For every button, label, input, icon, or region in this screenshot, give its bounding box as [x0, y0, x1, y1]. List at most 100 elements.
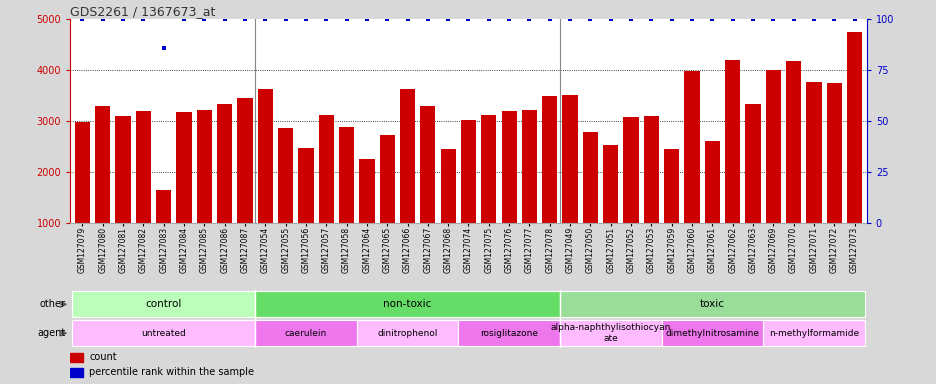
Bar [70, 368, 82, 377]
Point [440, 16, 455, 22]
Bar [622, 117, 638, 273]
Bar [762, 320, 864, 346]
Text: caerulein: caerulein [285, 329, 327, 338]
Point [724, 16, 739, 22]
Point [318, 16, 333, 22]
Bar [197, 110, 212, 273]
Bar [661, 320, 762, 346]
Bar [501, 111, 516, 273]
Text: GDS2261 / 1367673_at: GDS2261 / 1367673_at [70, 5, 215, 18]
Bar [255, 291, 560, 317]
Bar [237, 98, 253, 273]
Text: count: count [89, 352, 117, 362]
Text: control: control [145, 299, 182, 310]
Point [521, 16, 536, 22]
Point [217, 16, 232, 22]
Point [785, 16, 800, 22]
Point [745, 16, 760, 22]
Text: other: other [39, 299, 66, 310]
Bar [278, 127, 293, 273]
Text: n-methylformamide: n-methylformamide [768, 329, 858, 338]
Point [115, 16, 130, 22]
Bar [560, 320, 661, 346]
Bar [846, 32, 861, 273]
Bar [357, 320, 458, 346]
Bar [70, 353, 82, 362]
Point [704, 16, 719, 22]
Point [501, 16, 516, 22]
Point [176, 16, 191, 22]
Bar [805, 82, 821, 273]
Bar [765, 70, 780, 273]
Bar [257, 89, 272, 273]
Bar [339, 127, 354, 273]
Bar [481, 115, 496, 273]
Point [75, 16, 90, 22]
Bar [562, 94, 578, 273]
Bar [318, 115, 333, 273]
Point [603, 16, 618, 22]
Point [339, 16, 354, 22]
Bar [744, 104, 760, 273]
Bar [560, 291, 864, 317]
Point [156, 45, 171, 51]
Point [826, 16, 841, 22]
Text: dimethylnitrosamine: dimethylnitrosamine [665, 329, 758, 338]
Point [582, 16, 597, 22]
Point [237, 16, 252, 22]
Point [643, 16, 658, 22]
Point [846, 16, 861, 22]
Text: alpha-naphthylisothiocyan
ate: alpha-naphthylisothiocyan ate [550, 323, 670, 343]
Text: percentile rank within the sample: percentile rank within the sample [89, 367, 254, 377]
Bar [298, 148, 314, 273]
Bar [420, 106, 435, 273]
Bar [683, 71, 699, 273]
Bar [136, 111, 151, 273]
Bar [115, 116, 131, 273]
Bar [255, 320, 357, 346]
Bar [542, 96, 557, 273]
Bar [217, 104, 232, 273]
Point [684, 16, 699, 22]
Bar [458, 320, 560, 346]
Bar [826, 83, 841, 273]
Point [299, 16, 314, 22]
Point [400, 16, 415, 22]
Text: rosiglitazone: rosiglitazone [479, 329, 537, 338]
Bar [461, 120, 475, 273]
Point [278, 16, 293, 22]
Bar [603, 145, 618, 273]
Point [664, 16, 679, 22]
Bar [664, 149, 679, 273]
Point [806, 16, 821, 22]
Bar [724, 60, 739, 273]
Bar [72, 291, 255, 317]
Bar [521, 110, 536, 273]
Point [197, 16, 212, 22]
Bar [358, 159, 374, 273]
Text: non-toxic: non-toxic [383, 299, 431, 310]
Bar [156, 190, 171, 273]
Point [481, 16, 496, 22]
Bar [95, 106, 110, 273]
Point [359, 16, 374, 22]
Point [95, 16, 110, 22]
Point [136, 16, 151, 22]
Bar [643, 116, 658, 273]
Point [622, 16, 637, 22]
Text: untreated: untreated [141, 329, 186, 338]
Point [257, 16, 272, 22]
Point [542, 16, 557, 22]
Text: agent: agent [37, 328, 66, 338]
Bar [440, 149, 455, 273]
Bar [176, 112, 192, 273]
Bar [75, 122, 90, 273]
Text: toxic: toxic [699, 299, 724, 310]
Bar [704, 141, 719, 273]
Point [379, 16, 394, 22]
Point [562, 16, 577, 22]
Point [461, 16, 475, 22]
Bar [379, 135, 394, 273]
Point [765, 16, 780, 22]
Point [420, 16, 435, 22]
